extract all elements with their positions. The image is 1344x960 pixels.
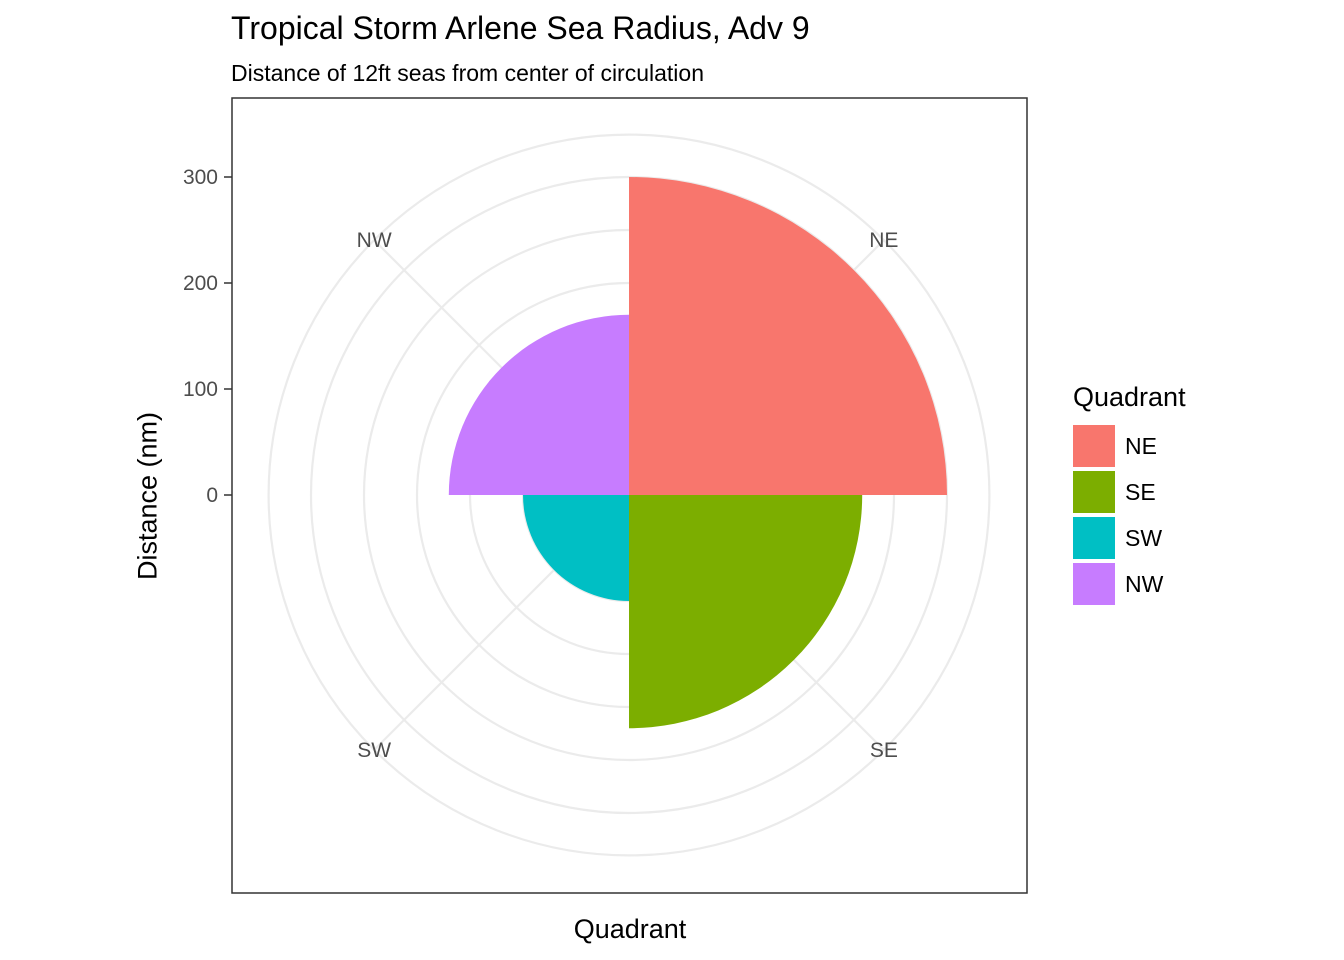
legend-item-nw: NW xyxy=(1073,561,1186,607)
bar-nw xyxy=(448,314,629,495)
legend-item-sw: SW xyxy=(1073,515,1186,561)
legend-label-ne: NE xyxy=(1125,432,1157,459)
legend-swatch-sw xyxy=(1073,517,1115,559)
legend-swatch-ne xyxy=(1073,425,1115,467)
grid-circle xyxy=(267,133,991,857)
y-tick-label: 0 xyxy=(206,484,218,507)
theta-label-nw: NW xyxy=(357,229,392,252)
chart-subtitle: Distance of 12ft seas from center of cir… xyxy=(231,60,704,86)
y-tick-label: 200 xyxy=(183,272,218,295)
theta-label-se: SE xyxy=(870,739,898,762)
y-tick-label: 300 xyxy=(183,166,218,189)
legend-label-se: SE xyxy=(1125,478,1156,505)
legend-item-ne: NE xyxy=(1073,423,1186,469)
theta-label-ne: NE xyxy=(869,229,898,252)
legend: Quadrant NE SE SW NW xyxy=(1073,382,1186,607)
y-tick-label: 100 xyxy=(183,378,218,401)
chart-title: Tropical Storm Arlene Sea Radius, Adv 9 xyxy=(231,10,810,46)
legend-label-nw: NW xyxy=(1125,570,1164,597)
bar-ne xyxy=(629,177,947,495)
legend-swatch-se xyxy=(1073,471,1115,513)
y-axis-label: Distance (nm) xyxy=(132,411,163,581)
bar-se xyxy=(629,495,863,729)
legend-swatch-nw xyxy=(1073,563,1115,605)
x-axis-label: Quadrant xyxy=(573,914,687,944)
theta-label-sw: SW xyxy=(357,739,391,762)
legend-title: Quadrant xyxy=(1073,382,1186,412)
bar-sw xyxy=(523,495,629,601)
legend-item-se: SE xyxy=(1073,469,1186,515)
legend-label-sw: SW xyxy=(1125,524,1163,551)
